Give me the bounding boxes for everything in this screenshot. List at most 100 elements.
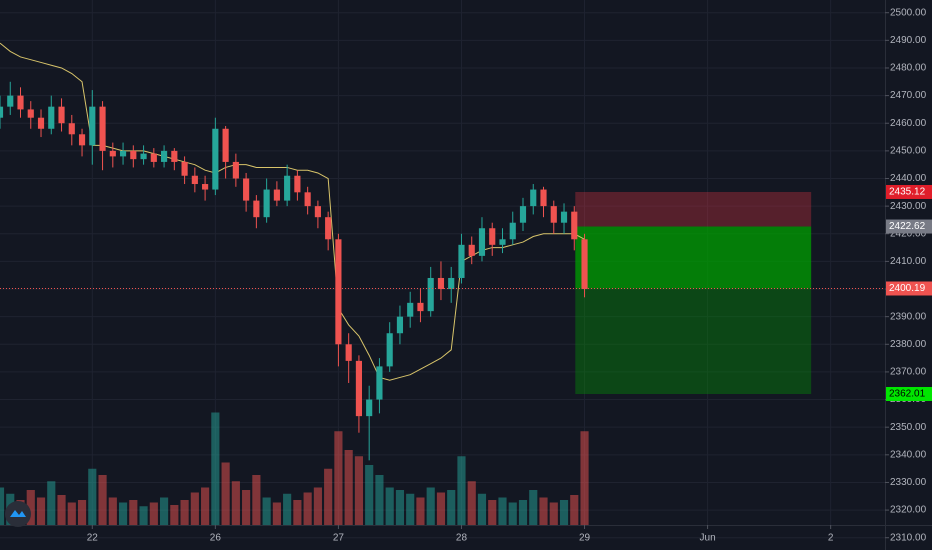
candle-body [560,211,568,223]
volume-bar [98,475,107,525]
candle-body [366,399,373,417]
volume-bar [457,456,466,525]
candle-body [222,128,229,162]
volume-bar [508,502,517,525]
price-label: 2435.12 [889,187,926,198]
candle-body [581,239,588,290]
candle-body [345,344,352,361]
volume-bar [570,495,579,525]
logo[interactable] [5,501,31,527]
candle-body [376,366,383,400]
moving-average [0,42,585,381]
candle-body [48,106,55,129]
candle-body [181,161,188,176]
volume-bar [201,487,210,525]
volume-bar [221,462,230,525]
volume-bar [488,500,497,525]
volume-bar [313,487,322,525]
volume-bar [498,497,507,525]
candle-body [407,302,414,317]
y-tick-label: 2460.00 [890,118,927,129]
y-tick-label: 2500.00 [890,7,927,18]
candle-body [150,153,157,162]
volume-bar [262,497,271,525]
candle-body [489,228,496,245]
y-tick-label: 2470.00 [890,90,927,101]
candle-body [519,206,527,223]
candle-body [99,106,106,151]
candle-body [27,109,34,118]
price-label: 2400.19 [889,283,926,294]
candle-body [437,277,445,290]
candle-body [304,192,311,207]
candle-body [191,175,198,185]
volume-bar [549,502,558,525]
candle-body [202,184,209,190]
volume-bar [170,505,179,525]
candle-body [7,95,14,107]
candle-body [530,189,537,207]
volume-bar [108,497,117,525]
candle-body [171,150,178,162]
y-tick-label: 2410.00 [890,256,927,267]
candle-body [109,150,116,157]
volume-bar [344,450,353,525]
volume-bar [395,490,405,525]
target-zone-fill [575,226,812,289]
y-tick-label: 2450.00 [890,146,927,157]
volume-bar [211,412,220,525]
y-tick-label: 2490.00 [890,35,927,46]
candle-body [119,150,127,157]
volume-bar [324,468,333,525]
logo-icon[interactable] [10,510,26,517]
candle-body [263,189,270,218]
candle-body [212,128,219,190]
y-tick-label: 2350.00 [890,422,927,433]
volume-bar [436,492,446,525]
volume-bar [559,500,569,525]
volume-bar [293,500,302,525]
volume-bar [385,487,394,525]
volume-bar [160,497,169,525]
price-label: 2362.01 [889,389,926,400]
volume-bar [365,465,374,525]
candle-body [273,189,280,201]
candle-body [509,222,516,240]
candle-body [253,200,260,218]
volume-bar [334,431,343,525]
candle-body [417,302,424,312]
candle-body [427,277,434,312]
volume-bar [88,468,97,525]
volume-bar [303,492,312,525]
price-label: 2422.62 [889,221,926,232]
candle-body [448,277,455,290]
volume-bar [242,490,251,525]
volume-bar [426,487,435,525]
volume-bar [180,500,189,525]
candle-body [335,239,342,345]
volume-bar [47,481,56,525]
volume-bar [129,500,138,525]
candle-body [37,117,45,129]
y-tick-label: 2370.00 [890,367,927,378]
volume-bar [447,490,456,525]
volume-bar [26,490,35,525]
candle-body [294,175,301,193]
candle-body [140,153,147,160]
candle-body [314,206,321,218]
candle-body [78,134,86,146]
stop-zone [575,191,812,227]
candle-body [0,106,4,118]
volume-bar [354,456,363,525]
candle-body [130,150,137,160]
y-tick-label: 2380.00 [890,339,927,350]
candle-body [325,217,332,240]
volume-bar [77,500,87,525]
x-tick-label: 22 [87,533,99,544]
volume-bar [529,490,538,525]
candle-body [499,239,506,245]
candle-body [355,360,362,417]
volume-bar [118,502,128,525]
volume-bar [57,495,66,525]
y-tick-label: 2320.00 [890,505,927,516]
